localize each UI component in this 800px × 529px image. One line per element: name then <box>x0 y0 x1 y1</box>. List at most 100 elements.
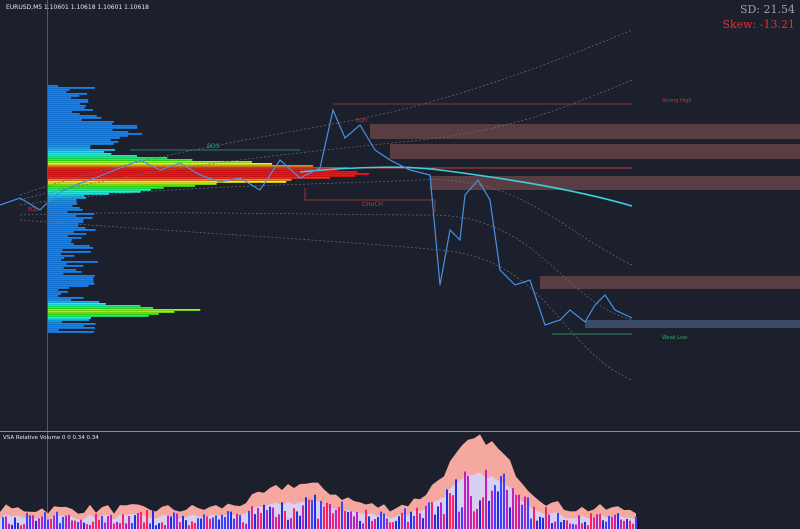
volume-bar <box>119 523 121 529</box>
volume-panel <box>0 434 637 529</box>
profile-bar <box>48 199 77 201</box>
volume-bar <box>485 469 487 529</box>
profile-bar <box>48 107 85 109</box>
volume-bar <box>290 518 292 529</box>
volume-bar <box>488 500 490 529</box>
volume-profile <box>48 85 369 333</box>
eqh-label: EQH <box>356 118 367 124</box>
volume-bar <box>20 525 22 529</box>
volume-bar <box>632 523 634 529</box>
volume-bar <box>326 502 328 529</box>
volume-bar <box>575 524 577 529</box>
supply-zone <box>540 276 800 289</box>
volume-bar <box>476 508 478 529</box>
volume-bar <box>185 520 187 529</box>
profile-bar <box>48 123 113 125</box>
volume-bar <box>71 520 73 529</box>
profile-bar <box>48 301 100 303</box>
volume-bar <box>578 515 580 529</box>
profile-bar <box>48 197 87 199</box>
volume-bar <box>224 516 226 529</box>
profile-bar <box>48 281 94 283</box>
volume-bar <box>572 524 574 529</box>
volume-bar <box>500 476 502 529</box>
volume-bar <box>416 507 418 529</box>
profile-bar <box>48 227 86 229</box>
volume-bar <box>38 518 40 529</box>
profile-bar <box>48 285 89 287</box>
profile-bar <box>48 105 87 107</box>
profile-bar <box>48 109 94 111</box>
volume-bar <box>491 490 493 529</box>
profile-bar <box>48 307 154 309</box>
volume-bar <box>56 511 58 529</box>
volume-bar <box>191 521 193 529</box>
volume-bar <box>227 511 229 529</box>
volume-bar <box>2 517 4 529</box>
volume-bar <box>539 516 541 529</box>
profile-bar <box>48 127 138 129</box>
volume-bar <box>368 516 370 529</box>
volume-bar <box>557 512 559 529</box>
profile-bar <box>48 177 331 179</box>
volume-bar <box>164 525 166 529</box>
profile-bar <box>48 219 84 221</box>
profile-bar <box>48 293 62 295</box>
volume-bar <box>548 514 550 529</box>
profile-bar <box>48 201 77 203</box>
volume-bar <box>161 522 163 529</box>
demand-zone <box>585 320 800 328</box>
volume-bar <box>14 517 16 529</box>
volume-bar <box>518 494 520 529</box>
volume-bar <box>587 525 589 529</box>
volume-bar <box>179 522 181 529</box>
skew-value: Skew: -13.21 <box>722 18 795 31</box>
volume-bar <box>83 522 85 529</box>
volume-bar <box>149 523 151 529</box>
volume-bar <box>617 513 619 529</box>
price-line <box>0 108 633 326</box>
zones <box>370 124 800 328</box>
profile-bar <box>48 211 68 213</box>
volume-bar <box>68 514 70 529</box>
volume-bar <box>533 506 535 529</box>
volume-bar <box>437 506 439 529</box>
volume-bar <box>251 506 253 529</box>
profile-bar <box>48 195 85 197</box>
volume-bar <box>323 506 325 529</box>
volume-bar <box>401 512 403 529</box>
profile-bar <box>48 263 67 265</box>
volume-bar <box>329 504 331 529</box>
volume-bar <box>530 518 532 529</box>
volume-bar <box>305 497 307 529</box>
profile-bar <box>48 217 93 219</box>
volume-bar <box>344 510 346 529</box>
profile-bar <box>48 161 252 163</box>
volume-bar <box>407 521 409 529</box>
volume-bar <box>125 523 127 529</box>
volume-bar <box>62 516 64 529</box>
volume-bar <box>455 479 457 529</box>
profile-bar <box>48 165 314 167</box>
volume-bar <box>221 514 223 529</box>
volume-bar <box>596 514 598 529</box>
volume-bar <box>206 516 208 529</box>
strong-high-label: Strong High <box>662 98 692 104</box>
volume-bar <box>560 522 562 529</box>
volume-bar <box>248 510 250 529</box>
volume-bar <box>173 512 175 529</box>
volume-bar <box>563 519 565 529</box>
volume-bar <box>110 514 112 529</box>
volume-bar <box>434 514 436 529</box>
profile-bar <box>48 327 95 329</box>
volume-bar <box>608 515 610 529</box>
volume-bar <box>353 516 355 529</box>
profile-bar <box>48 185 196 187</box>
profile-bar <box>48 93 88 95</box>
band-line <box>19 79 633 201</box>
profile-bar <box>48 151 105 153</box>
volume-bar <box>395 520 397 529</box>
volume-bar <box>122 514 124 529</box>
volume-bar <box>464 471 466 529</box>
